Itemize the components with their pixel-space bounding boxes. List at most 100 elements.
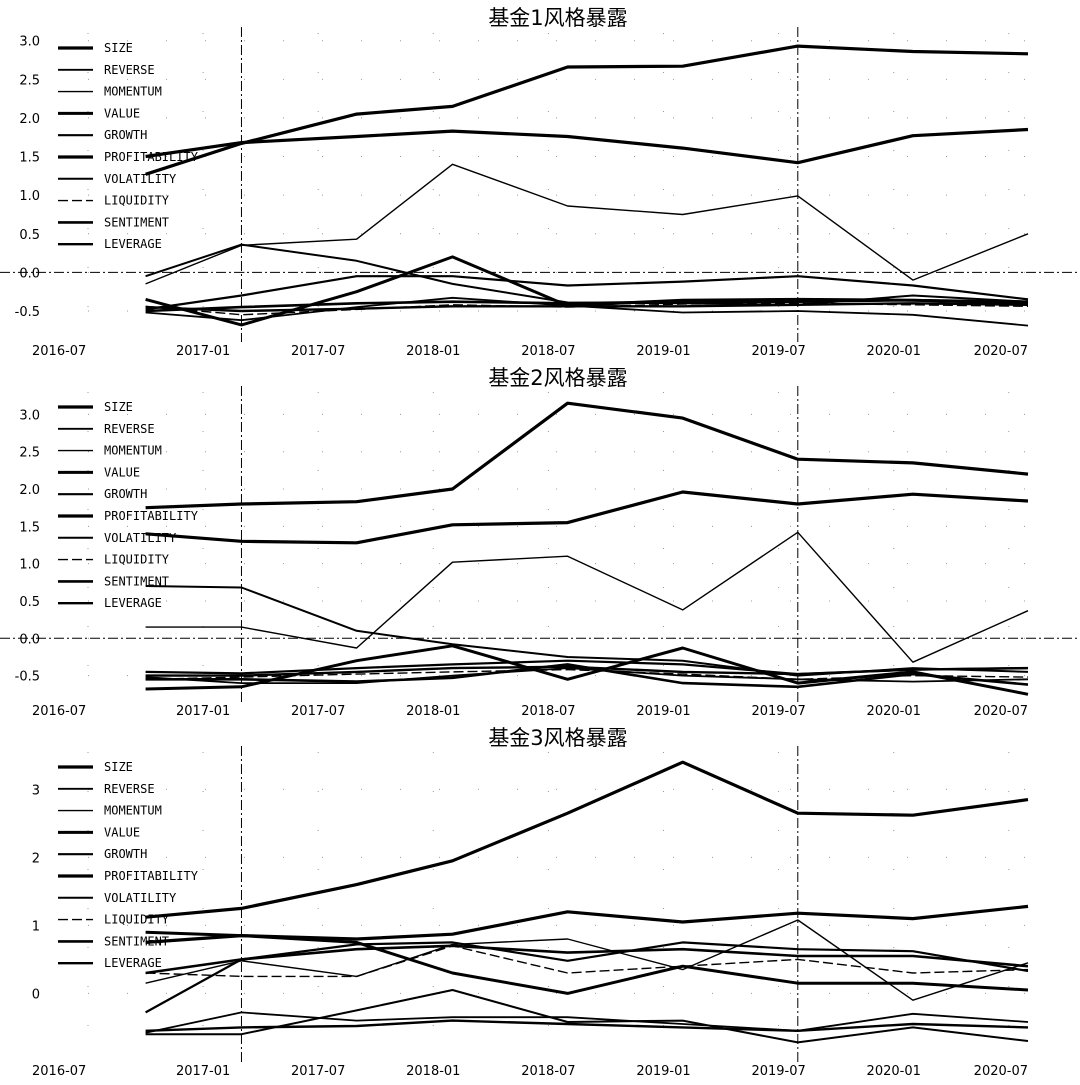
y-tick-label: 0.5	[19, 228, 40, 243]
legend-label-volatility: VOLATILITY	[104, 891, 177, 905]
x-tick-label: 2017-01	[176, 704, 230, 719]
y-tick-label: 1	[32, 919, 40, 934]
series-line-liquidity	[145, 945, 1029, 978]
x-tick-label: 2016-07	[32, 344, 86, 359]
x-tick-label: 2020-07	[974, 1064, 1028, 1079]
y-tick-label: 0	[32, 987, 40, 1002]
series-line-reverse	[145, 1011, 1029, 1034]
legend-label-sentiment: SENTIMENT	[104, 574, 169, 588]
x-tick-label: 2019-01	[636, 344, 690, 359]
y-tick-label: 2.0	[19, 112, 40, 127]
y-tick-label: 0.0	[19, 632, 40, 647]
y-tick-label: -0.5	[15, 670, 40, 685]
y-tick-label: 3.0	[19, 35, 40, 50]
legend-label-growth: GROWTH	[104, 128, 147, 142]
x-tick-label: 2016-07	[32, 1064, 86, 1079]
chart-title: 基金3风格暴露	[488, 726, 627, 750]
legend-label-leverage: LEVERAGE	[104, 956, 162, 970]
x-tick-label: 2020-01	[867, 344, 921, 359]
legend-label-volatility: VOLATILITY	[104, 531, 177, 545]
legend-label-momentum: MOMENTUM	[104, 444, 162, 458]
x-tick-label: 2017-07	[291, 1064, 345, 1079]
x-tick-label: 2018-07	[521, 704, 575, 719]
legend-label-leverage: LEVERAGE	[104, 596, 162, 610]
legend-label-size: SIZE	[104, 41, 133, 55]
series-line-growth	[145, 941, 1029, 1014]
series-line-value	[145, 644, 1029, 696]
series-line-momentum	[145, 531, 1029, 663]
y-tick-label: 2.5	[19, 446, 40, 461]
legend-label-liquidity: LIQUIDITY	[104, 194, 170, 208]
y-tick-label: 2	[32, 851, 40, 866]
legend: SIZE REVERSE MOMENTUM VALUE GROWTH PROFITABIL…	[58, 41, 199, 251]
series-line-sentiment	[145, 663, 1029, 689]
y-tick-label: 3	[32, 783, 40, 798]
legend-label-momentum: MOMENTUM	[104, 85, 162, 99]
legend-label-reverse: REVERSE	[104, 422, 155, 436]
chart-title: 基金1风格暴露	[488, 6, 627, 30]
x-tick-label: 2017-07	[291, 344, 345, 359]
legend-label-value: VALUE	[104, 825, 140, 839]
series-line-size	[145, 760, 1029, 919]
y-tick-label: 3.0	[19, 408, 40, 423]
y-tick-label: 1.5	[19, 151, 40, 166]
chart-panel-2: 基金2风格暴露 -0.5 0.0 0.5 1.0 1.5 2.0 2.5 3.0 2016-07 2…	[0, 366, 1080, 719]
x-tick-label: 2018-07	[521, 344, 575, 359]
x-tick-label: 2019-01	[636, 704, 690, 719]
legend-label-value: VALUE	[104, 465, 140, 479]
series-line-size	[145, 401, 1029, 510]
series-line-sentiment	[145, 944, 1029, 975]
series-line-growth	[145, 275, 1029, 311]
legend-label-reverse: REVERSE	[104, 782, 155, 796]
y-tick-label: 1.0	[19, 558, 40, 573]
x-tick-label: 2019-07	[751, 1064, 805, 1079]
y-tick-label: 2.5	[19, 73, 40, 88]
x-tick-label: 2020-01	[867, 1064, 921, 1079]
x-tick-label: 2018-01	[406, 344, 460, 359]
y-tick-label: 0.0	[19, 266, 40, 281]
series-line-size	[145, 44, 1029, 176]
series-line-sentiment	[145, 298, 1029, 313]
x-tick-label: 2016-07	[32, 704, 86, 719]
y-tick-label: 2.0	[19, 483, 40, 498]
series-line-leverage	[145, 665, 1029, 677]
series-line-momentum	[145, 919, 1029, 1001]
y-tick-label: -0.5	[15, 305, 40, 320]
series-line-profitability	[145, 904, 1029, 944]
legend-label-sentiment: SENTIMENT	[104, 934, 169, 948]
legend-label-profitability: PROFITABILITY	[104, 869, 199, 883]
legend-label-profitability: PROFITABILITY	[104, 509, 199, 523]
chart-panel-1: 基金1风格暴露 -0.5 0.0 0.5 1.0 1.5 2.0 2.5 3.0 2016-07 2…	[0, 6, 1080, 359]
legend: SIZE REVERSE MOMENTUM VALUE GROWTH PROFITABIL…	[58, 760, 199, 970]
x-tick-label: 2019-01	[636, 1064, 690, 1079]
legend-label-growth: GROWTH	[104, 487, 147, 501]
x-tick-label: 2018-01	[406, 704, 460, 719]
x-tick-label: 2017-07	[291, 704, 345, 719]
legend-label-liquidity: LIQUIDITY	[104, 913, 170, 927]
x-tick-label: 2017-01	[176, 1064, 230, 1079]
x-tick-label: 2019-07	[751, 344, 805, 359]
legend: SIZE REVERSE MOMENTUM VALUE GROWTH PROFITABIL…	[58, 400, 199, 610]
series-line-profitability	[145, 127, 1029, 165]
series-line-value	[145, 930, 1029, 995]
legend-label-growth: GROWTH	[104, 847, 147, 861]
legend-label-momentum: MOMENTUM	[104, 804, 162, 818]
series-line-profitability	[145, 490, 1029, 545]
legend-label-volatility: VOLATILITY	[104, 172, 177, 186]
legend-label-leverage: LEVERAGE	[104, 237, 162, 251]
legend-label-profitability: PROFITABILITY	[104, 150, 199, 164]
legend-label-value: VALUE	[104, 106, 140, 120]
y-tick-label: 1.5	[19, 520, 40, 535]
y-tick-label: 1.0	[19, 189, 40, 204]
series-line-reverse	[145, 667, 1029, 684]
series-line-leverage	[145, 302, 1029, 313]
series-line-momentum	[145, 163, 1029, 285]
chart-panel-3: 基金3风格暴露 0 1 2 3 2016-07 2017-01 2017-07 2018-01 2…	[32, 726, 1029, 1079]
x-tick-label: 2020-01	[867, 704, 921, 719]
x-tick-label: 2017-01	[176, 344, 230, 359]
chart-title: 基金2风格暴露	[488, 366, 627, 390]
legend-label-reverse: REVERSE	[104, 63, 155, 77]
x-tick-label: 2018-01	[406, 1064, 460, 1079]
